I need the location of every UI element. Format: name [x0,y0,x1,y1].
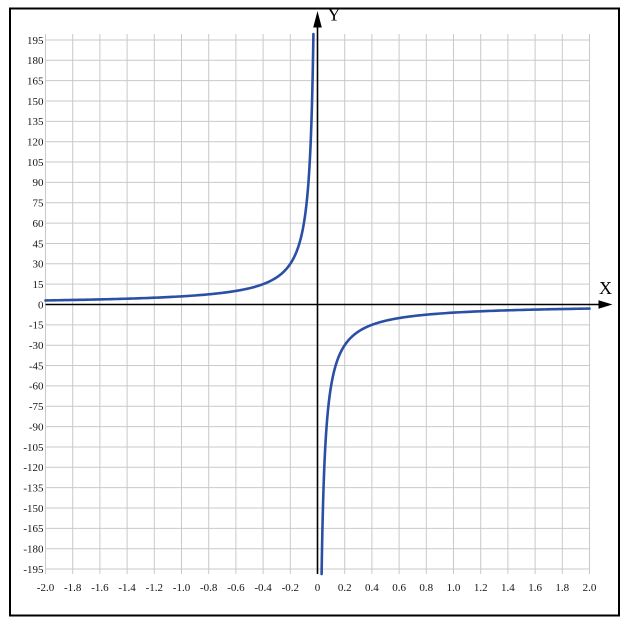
y-tick-label: -180 [23,544,44,556]
y-tick-label: 60 [33,218,45,230]
tick-labels-layer: 1951801651501351201059075604530150-15-30… [23,35,597,594]
y-tick-label: -15 [29,320,44,332]
x-tick-label: -1.0 [173,582,191,594]
y-tick-label: 75 [33,198,45,210]
y-tick-label: 30 [33,259,45,271]
outer-frame [9,7,620,617]
x-tick-label: 0.2 [338,582,352,594]
y-tick-label: -60 [29,381,44,393]
y-tick-label: -150 [23,503,44,515]
y-tick-label: 90 [33,177,45,189]
y-tick-label: -165 [23,523,44,535]
x-tick-label: -0.2 [282,582,299,594]
y-tick-label: 180 [27,55,44,67]
curve-layer [44,32,591,576]
y-tick-label: -120 [23,462,44,474]
x-tick-label: 1.6 [528,582,542,594]
y-tick-label: 0 [38,299,44,311]
x-tick-label: 0.6 [392,582,406,594]
y-axis-label: Y [328,5,341,25]
x-axis-label: X [599,278,612,298]
x-tick-label: -0.4 [254,582,272,594]
x-tick-label: -1.8 [64,582,82,594]
y-tick-label: -90 [29,421,44,433]
y-tick-label: 135 [27,116,44,128]
x-axis-arrow-icon [598,300,613,309]
x-tick-label: 1.0 [447,582,461,594]
y-tick-label: 165 [27,75,44,87]
axes-layer [45,11,613,574]
y-tick-label: 105 [27,157,44,169]
x-tick-label: 1.4 [501,582,515,594]
y-tick-label: 15 [33,279,45,291]
y-axis-arrow-icon [313,11,322,28]
y-tick-label: -135 [23,482,44,494]
curve-left-branch [44,32,315,302]
x-tick-label: -1.2 [146,582,163,594]
x-tick-label: -1.4 [118,582,136,594]
y-tick-label: -45 [29,360,44,372]
y-tick-label: -75 [29,401,44,413]
x-tick-label: -0.6 [227,582,245,594]
curve-right-branch [320,307,591,576]
x-tick-label: 2.0 [583,582,597,594]
y-tick-label: -195 [23,564,44,576]
y-tick-label: 195 [27,35,44,47]
x-tick-label: -1.6 [91,582,109,594]
y-tick-label: 120 [27,137,44,149]
x-tick-label: 0.8 [419,582,433,594]
y-tick-label: 45 [33,238,45,250]
x-tick-label: -2.0 [37,582,55,594]
x-tick-label: 0 [315,582,321,594]
x-tick-label: 0.4 [365,582,379,594]
y-tick-label: -30 [29,340,44,352]
x-tick-label: 1.8 [555,582,569,594]
y-tick-label: 150 [27,96,44,108]
x-tick-label: 1.2 [474,582,488,594]
y-tick-label: -105 [23,442,44,454]
x-tick-label: -0.8 [200,582,218,594]
